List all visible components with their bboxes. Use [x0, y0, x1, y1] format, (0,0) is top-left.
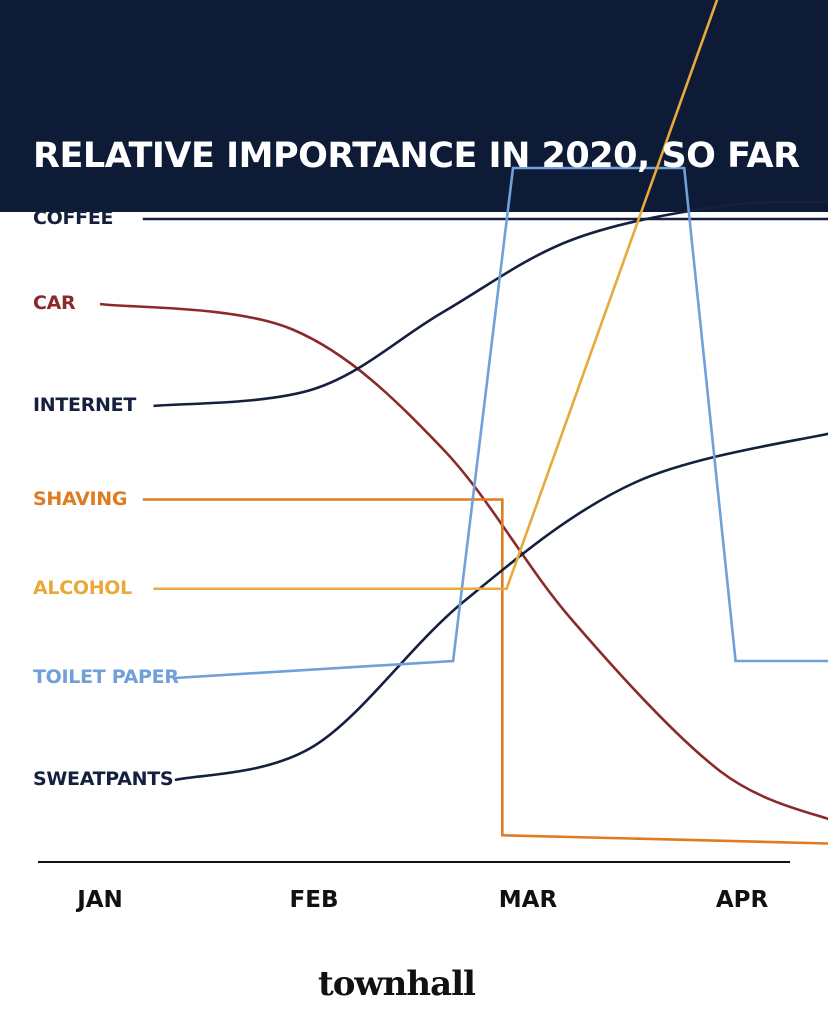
x-tick-label-feb: FEB	[289, 887, 339, 913]
x-tick-label-apr: APR	[715, 887, 769, 913]
series-label-internet: INTERNET	[33, 394, 136, 416]
series-label-car: CAR	[33, 292, 76, 314]
series-label-coffee: COFFEE	[33, 207, 114, 229]
series-label-shaving: SHAVING	[33, 487, 128, 510]
series-line-internet	[153, 200, 828, 408]
series-line-sweatpants	[174, 432, 828, 782]
x-tick-label-mar: MAR	[498, 887, 558, 913]
series-label-alcohol: ALCOHOL	[33, 576, 132, 599]
series-label-sweatpants: SWEATPANTS	[33, 768, 174, 790]
series-line-toilet-paper	[174, 166, 828, 680]
series-line-shaving	[142, 498, 828, 845]
x-tick-label-jan: JAN	[77, 887, 123, 913]
title-banner	[0, 0, 828, 212]
chart-title: RELATIVE IMPORTANCE IN 2020, SO FAR	[33, 136, 800, 176]
series-label-toilet-paper: TOILET PAPER	[33, 666, 179, 688]
series-line-car	[99, 302, 828, 821]
townhall-logo: townhall	[318, 964, 476, 1004]
series-line-alcohol	[153, 0, 719, 591]
